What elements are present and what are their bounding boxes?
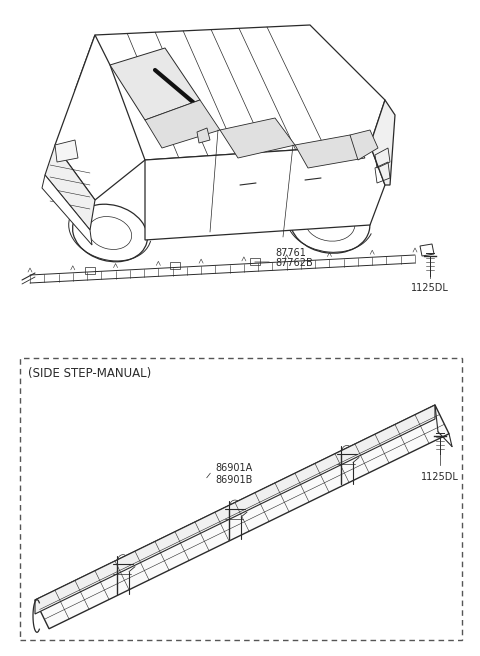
Text: 1125DL: 1125DL (421, 472, 459, 482)
Text: (SIDE STEP-MANUAL): (SIDE STEP-MANUAL) (28, 367, 151, 380)
Polygon shape (55, 35, 145, 200)
Polygon shape (45, 145, 95, 230)
Polygon shape (145, 145, 385, 240)
Polygon shape (370, 100, 395, 185)
Polygon shape (75, 25, 385, 160)
Polygon shape (350, 130, 378, 160)
Text: 86901B: 86901B (215, 475, 252, 485)
Text: 86901A: 86901A (215, 463, 252, 473)
Polygon shape (220, 118, 295, 158)
Polygon shape (35, 405, 449, 628)
Polygon shape (110, 48, 200, 120)
Text: 1125DL: 1125DL (411, 283, 449, 293)
Polygon shape (145, 100, 220, 148)
Text: 87762B: 87762B (275, 258, 313, 268)
Polygon shape (55, 140, 78, 162)
Polygon shape (197, 128, 210, 143)
Bar (20, 358, 462, 640)
Polygon shape (295, 135, 365, 168)
Polygon shape (35, 405, 435, 614)
Text: 87761: 87761 (275, 248, 306, 258)
Polygon shape (42, 175, 92, 245)
